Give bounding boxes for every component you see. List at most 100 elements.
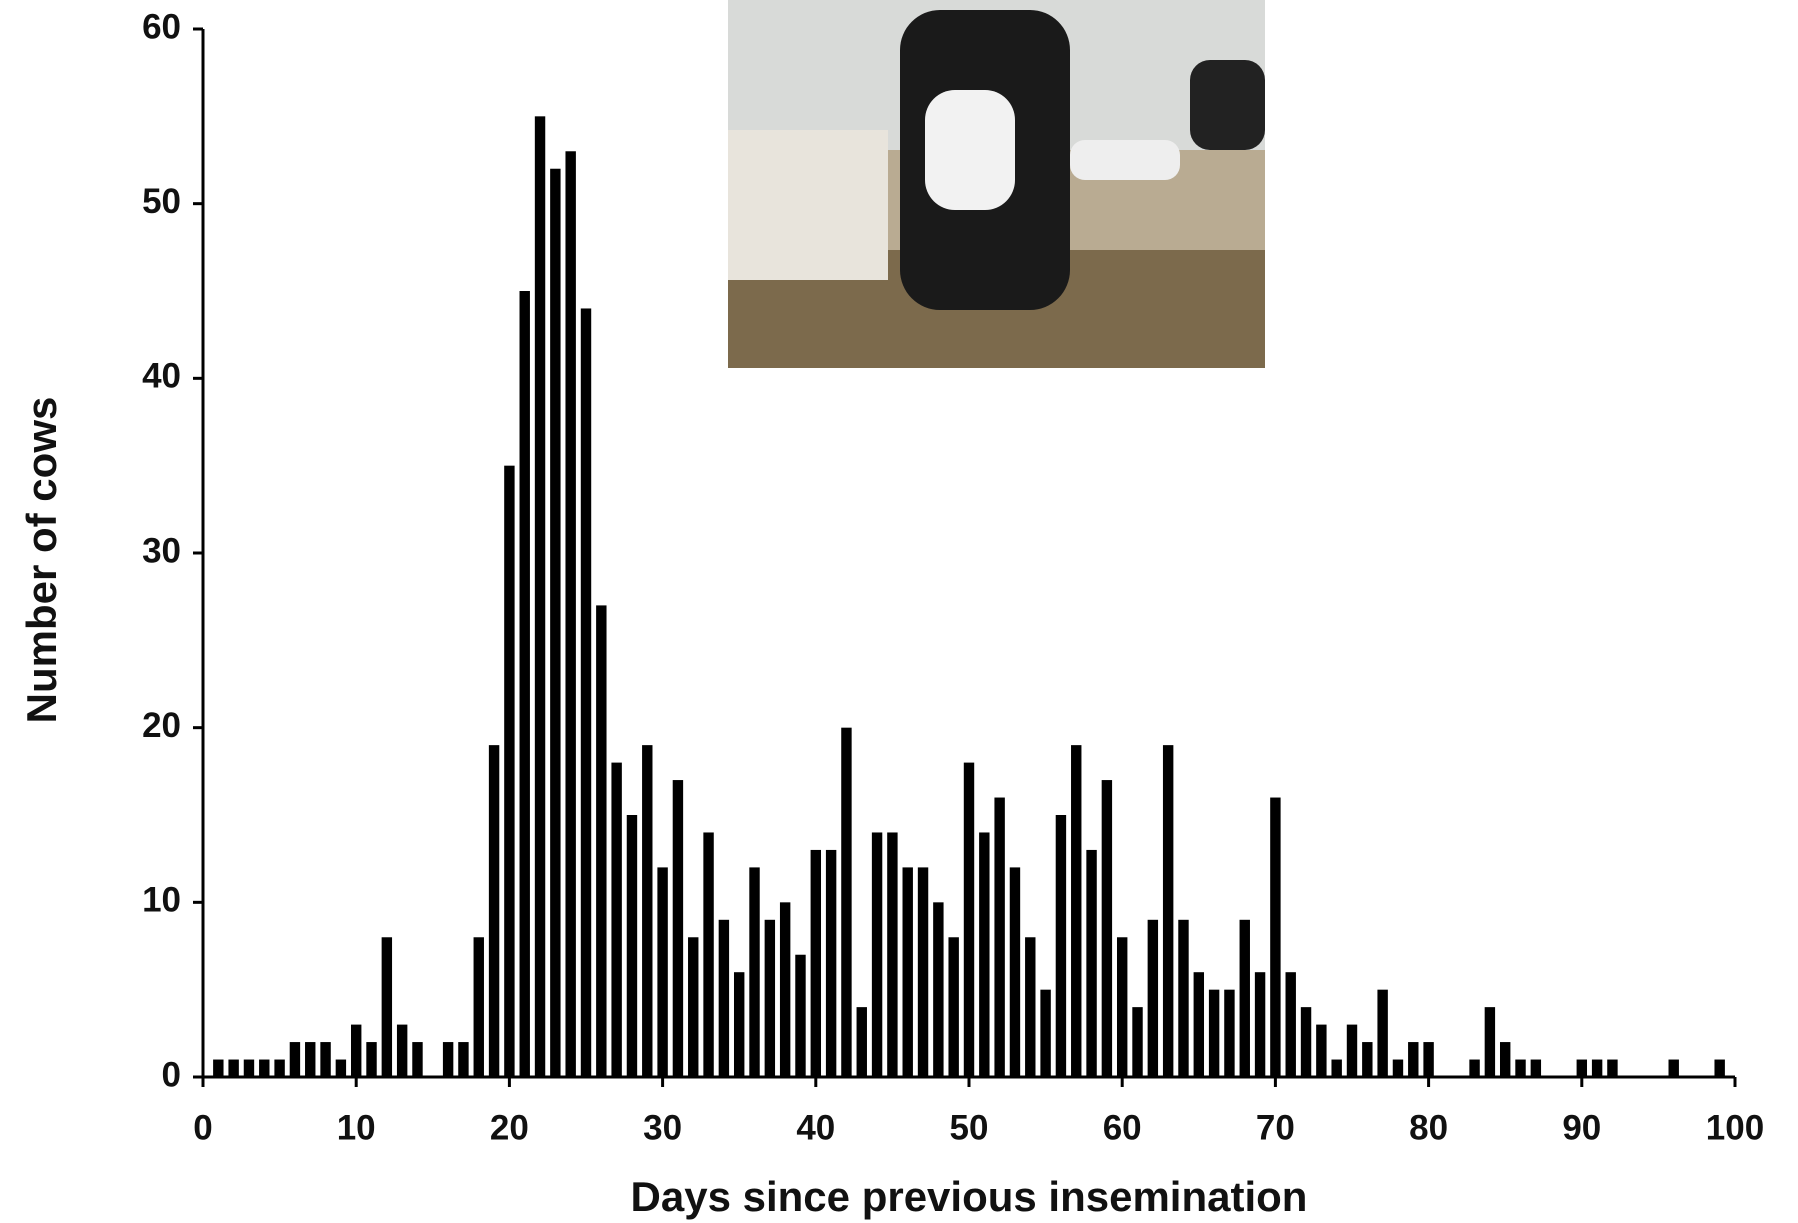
bar [1576,1059,1588,1077]
bar [396,1024,408,1077]
y-tick-label: 20 [142,706,181,745]
bar [841,727,852,1077]
bar [1714,1059,1725,1077]
bar [289,1042,301,1077]
bar [887,832,898,1077]
bar [1300,1007,1312,1077]
bar [688,937,699,1077]
bar [1025,937,1036,1077]
x-tick-label: 90 [1562,1108,1601,1147]
bar [994,797,1005,1077]
bar [519,291,530,1077]
bar [228,1059,239,1077]
bar [243,1059,255,1077]
bar [213,1059,224,1077]
bar [703,832,714,1077]
y-tick-label: 0 [162,1055,181,1094]
y-tick-label: 60 [142,7,181,46]
bar [1591,1059,1603,1077]
bar [305,1042,316,1077]
bar [458,1042,469,1077]
bar [1362,1042,1373,1077]
bar [933,902,944,1077]
bar [1423,1042,1434,1077]
bar [1178,919,1189,1077]
x-tick-label: 40 [796,1108,835,1147]
bar [412,1042,423,1077]
bar [1668,1059,1679,1077]
bar [366,1042,377,1077]
y-tick-label: 40 [142,357,181,396]
bar [442,1042,454,1077]
bar [1040,989,1051,1077]
bar [1285,972,1296,1077]
bar [1469,1059,1480,1077]
bar [259,1059,270,1077]
bar [825,849,837,1077]
bar [1101,780,1113,1077]
bar [718,919,730,1077]
bar [657,867,668,1077]
bar [1116,937,1128,1077]
bar [810,849,822,1077]
x-tick-label: 0 [193,1108,212,1147]
bar [611,762,622,1077]
bar [1193,972,1205,1077]
bar [764,919,776,1077]
bar [350,1024,362,1077]
x-tick-label: 50 [950,1108,989,1147]
bar [871,832,883,1077]
x-axis-title: Days since previous insemination [631,1173,1308,1220]
bar [1009,867,1021,1077]
bar [1239,919,1250,1077]
bar [642,745,653,1077]
y-tick-label: 30 [142,531,181,570]
bar [1208,989,1220,1077]
bar [1392,1059,1404,1077]
bar [856,1007,867,1077]
bar [1530,1059,1542,1077]
bar [1086,849,1097,1077]
y-tick-label: 50 [142,182,181,221]
bar [1346,1024,1358,1077]
bar [672,780,684,1077]
bar [274,1059,285,1077]
bar [1162,745,1174,1077]
bar [504,465,515,1078]
bar [580,308,592,1077]
bar [335,1059,347,1077]
bar [488,745,500,1077]
x-tick-label: 100 [1706,1108,1764,1147]
bar [534,116,546,1078]
bar [733,972,745,1077]
y-axis-title: Number of cows [18,397,65,724]
bar [1132,1007,1143,1077]
bar [902,867,913,1077]
bar [1331,1059,1342,1077]
bar [917,867,929,1077]
bar [1055,815,1067,1077]
bar [1147,919,1159,1077]
bar [1270,797,1281,1077]
bar [948,937,959,1077]
x-tick-label: 80 [1409,1108,1448,1147]
bar [626,815,638,1077]
bar [1607,1059,1618,1077]
bar [1499,1042,1511,1077]
x-tick-label: 10 [337,1108,376,1147]
bar [381,937,393,1077]
bar [565,151,576,1077]
bar [1484,1007,1496,1077]
bar [596,605,607,1077]
bar [963,762,975,1077]
bar [795,954,806,1077]
bar [1254,972,1266,1077]
bar [1515,1059,1526,1077]
x-tick-label: 70 [1256,1108,1295,1147]
bar [1408,1042,1419,1077]
x-tick-label: 20 [490,1108,529,1147]
bar [749,867,760,1077]
bar [1316,1024,1327,1077]
x-tick-label: 30 [643,1108,682,1147]
bar [320,1042,331,1077]
